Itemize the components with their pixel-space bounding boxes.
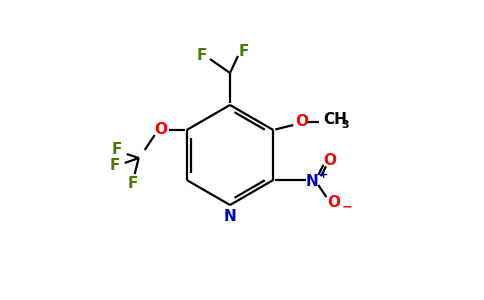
Text: F: F bbox=[109, 158, 120, 173]
Text: N: N bbox=[306, 173, 318, 188]
Text: O: O bbox=[327, 194, 340, 209]
Text: O: O bbox=[323, 152, 336, 167]
Text: −: − bbox=[341, 200, 352, 214]
Text: +: + bbox=[319, 170, 329, 180]
Text: O: O bbox=[154, 122, 167, 137]
Text: F: F bbox=[127, 176, 138, 191]
Text: CH: CH bbox=[323, 112, 347, 128]
Text: F: F bbox=[111, 142, 122, 158]
Text: O: O bbox=[295, 115, 308, 130]
Text: 3: 3 bbox=[341, 120, 349, 130]
Text: F: F bbox=[197, 47, 207, 62]
Text: F: F bbox=[239, 44, 249, 59]
Text: N: N bbox=[224, 209, 236, 224]
